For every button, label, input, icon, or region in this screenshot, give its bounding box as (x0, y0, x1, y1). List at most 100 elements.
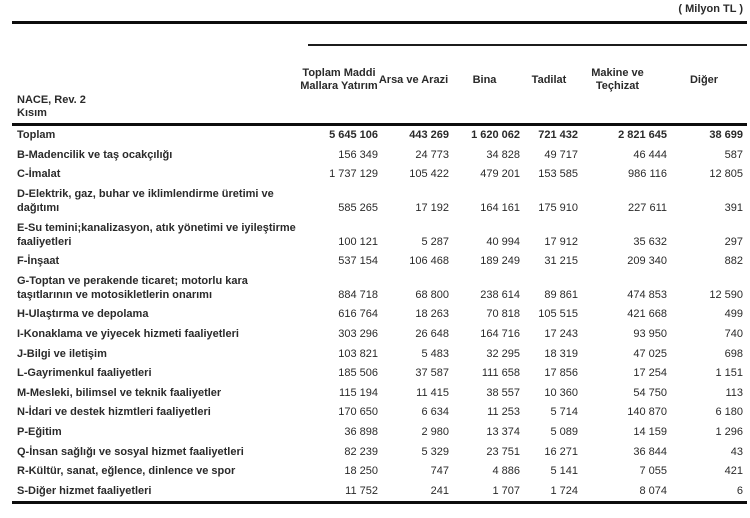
cell-arsa-ve-arazi: 26 648 (415, 328, 449, 341)
cell-bina: 164 716 (480, 328, 520, 341)
cell-diger: 421 (724, 465, 743, 478)
table-row: B-Madencilik ve taş ocakçılığı 156 349 2… (12, 145, 747, 165)
cell-diger: 698 (724, 347, 743, 360)
column-header-diger: Diğer (667, 24, 747, 126)
cell-arsa-ve-arazi: 747 (430, 465, 449, 478)
cell-bina: 1 620 062 (471, 129, 520, 142)
cell-makine-ve-techizat: 36 844 (633, 445, 667, 458)
cell-tadilat: 89 861 (544, 288, 578, 301)
column-header-bina: Bina (449, 24, 520, 126)
cell-bina: 479 201 (480, 168, 520, 181)
table-row: M-Mesleki, bilimsel ve teknik faaliyetle… (12, 383, 747, 403)
cell-arsa-ve-arazi: 37 587 (415, 367, 449, 380)
row-label: N-İdari ve destek hizmtleri faaliyetleri (17, 406, 211, 419)
cell-bina: 70 818 (486, 308, 520, 321)
cell-toplam-maddi-mallara-yatirim: 185 506 (338, 367, 378, 380)
cell-diger: 6 (736, 484, 743, 497)
cell-tadilat: 17 856 (544, 367, 578, 380)
row-label: Q-İnsan sağlığı ve sosyal hizmet faaliye… (17, 445, 244, 458)
cell-toplam-maddi-mallara-yatirim: 585 265 (338, 202, 378, 215)
cell-makine-ve-techizat: 46 444 (633, 148, 667, 161)
cell-tadilat: 10 360 (544, 386, 578, 399)
cell-makine-ve-techizat: 17 254 (633, 367, 667, 380)
cell-arsa-ve-arazi: 6 634 (421, 406, 449, 419)
row-label: H-Ulaştırma ve depolama (17, 308, 149, 321)
cell-toplam-maddi-mallara-yatirim: 36 898 (344, 426, 378, 439)
table-row: Q-İnsan sağlığı ve sosyal hizmet faaliye… (12, 442, 747, 462)
cell-makine-ve-techizat: 227 611 (628, 202, 667, 215)
row-label: B-Madencilik ve taş ocakçılığı (17, 148, 173, 161)
cell-diger: 587 (724, 148, 743, 161)
cell-tadilat: 153 585 (538, 168, 578, 181)
cell-makine-ve-techizat: 140 870 (627, 406, 667, 419)
unit-label: ( Milyon TL ) (678, 3, 743, 15)
cell-bina: 32 295 (486, 347, 520, 360)
cell-bina: 23 751 (486, 445, 520, 458)
cell-makine-ve-techizat: 2 821 645 (618, 129, 667, 142)
cell-diger: 38 699 (709, 129, 743, 142)
cell-arsa-ve-arazi: 105 422 (409, 168, 449, 181)
cell-makine-ve-techizat: 14 159 (633, 426, 667, 439)
row-label: J-Bilgi ve iletişim (17, 347, 107, 360)
table-row: F-İnşaat 537 154 106 468 189 249 31 215 … (12, 251, 747, 271)
table-header: NACE, Rev. 2 Kısım Toplam Maddi Mallara … (12, 24, 747, 126)
table-row: L-Gayrimenkul faaliyetleri 185 506 37 58… (12, 363, 747, 383)
cell-makine-ve-techizat: 421 668 (627, 308, 667, 321)
cell-toplam-maddi-mallara-yatirim: 537 154 (338, 255, 378, 268)
cell-bina: 38 557 (486, 386, 520, 399)
cell-arsa-ve-arazi: 443 269 (409, 129, 449, 142)
table-row: Toplam 5 645 106 443 269 1 620 062 721 4… (12, 124, 747, 145)
cell-arsa-ve-arazi: 2 980 (421, 426, 449, 439)
table-body: Toplam 5 645 106 443 269 1 620 062 721 4… (12, 124, 747, 502)
row-label: E-Su temini;kanalizasyon, atık yönetimi … (17, 221, 296, 248)
row-label: R-Kültür, sanat, eğlence, dinlence ve sp… (17, 465, 236, 478)
cell-makine-ve-techizat: 47 025 (633, 347, 667, 360)
cell-makine-ve-techizat: 8 074 (639, 484, 667, 497)
cell-toplam-maddi-mallara-yatirim: 11 752 (345, 484, 378, 497)
cell-tadilat: 16 271 (544, 445, 578, 458)
row-label: I-Konaklama ve yiyecek hizmeti faaliyetl… (17, 328, 239, 341)
cell-bina: 13 374 (486, 426, 520, 439)
cell-diger: 12 805 (709, 168, 743, 181)
cell-diger: 391 (724, 202, 743, 215)
table-row: G-Toptan ve perakende ticaret; motorlu k… (12, 271, 747, 305)
cell-bina: 189 249 (480, 255, 520, 268)
cell-tadilat: 31 215 (544, 255, 578, 268)
table-row: S-Diğer hizmet faaliyetleri 11 752 241 1… (12, 481, 747, 502)
cell-arsa-ve-arazi: 5 329 (421, 445, 449, 458)
cell-makine-ve-techizat: 209 340 (627, 255, 667, 268)
cell-diger: 113 (725, 386, 743, 399)
column-header-tadilat: Tadilat (520, 24, 578, 126)
top-rule (12, 21, 747, 24)
cell-bina: 4 886 (492, 465, 520, 478)
cell-tadilat: 5 141 (550, 465, 578, 478)
cell-bina: 164 161 (480, 202, 520, 215)
cell-diger: 882 (724, 255, 743, 268)
cell-tadilat: 721 432 (538, 129, 578, 142)
cell-toplam-maddi-mallara-yatirim: 18 250 (344, 465, 378, 478)
cell-diger: 6 180 (715, 406, 743, 419)
row-dimension-line1: NACE, Rev. 2 (17, 93, 86, 106)
table-row: E-Su temini;kanalizasyon, atık yönetimi … (12, 218, 747, 252)
cell-arsa-ve-arazi: 5 483 (421, 347, 449, 360)
row-label: M-Mesleki, bilimsel ve teknik faaliyetle… (17, 386, 222, 399)
cell-toplam-maddi-mallara-yatirim: 100 121 (338, 235, 378, 248)
row-dimension-header: NACE, Rev. 2 Kısım (12, 24, 300, 126)
cell-arsa-ve-arazi: 24 773 (415, 148, 449, 161)
table-row: J-Bilgi ve iletişim 103 821 5 483 32 295… (12, 344, 747, 364)
column-header-toplam-maddi-mallara-yatirim: Toplam Maddi Mallara Yatırım (300, 24, 378, 126)
cell-toplam-maddi-mallara-yatirim: 303 296 (338, 328, 378, 341)
cell-tadilat: 5 714 (550, 406, 578, 419)
cell-arsa-ve-arazi: 18 263 (415, 308, 449, 321)
cell-toplam-maddi-mallara-yatirim: 616 764 (338, 308, 378, 321)
cell-makine-ve-techizat: 474 853 (627, 288, 667, 301)
cell-makine-ve-techizat: 7 055 (639, 465, 667, 478)
row-label: D-Elektrik, gaz, buhar ve iklimlendirme … (17, 188, 274, 215)
row-dimension-line2: Kısım (17, 107, 47, 119)
row-label: Toplam (17, 129, 56, 142)
row-label: G-Toptan ve perakende ticaret; motorlu k… (17, 274, 248, 301)
cell-makine-ve-techizat: 986 116 (628, 168, 667, 181)
cell-toplam-maddi-mallara-yatirim: 1 737 129 (329, 168, 378, 181)
cell-tadilat: 17 912 (544, 235, 578, 248)
cell-diger: 1 151 (715, 367, 743, 380)
